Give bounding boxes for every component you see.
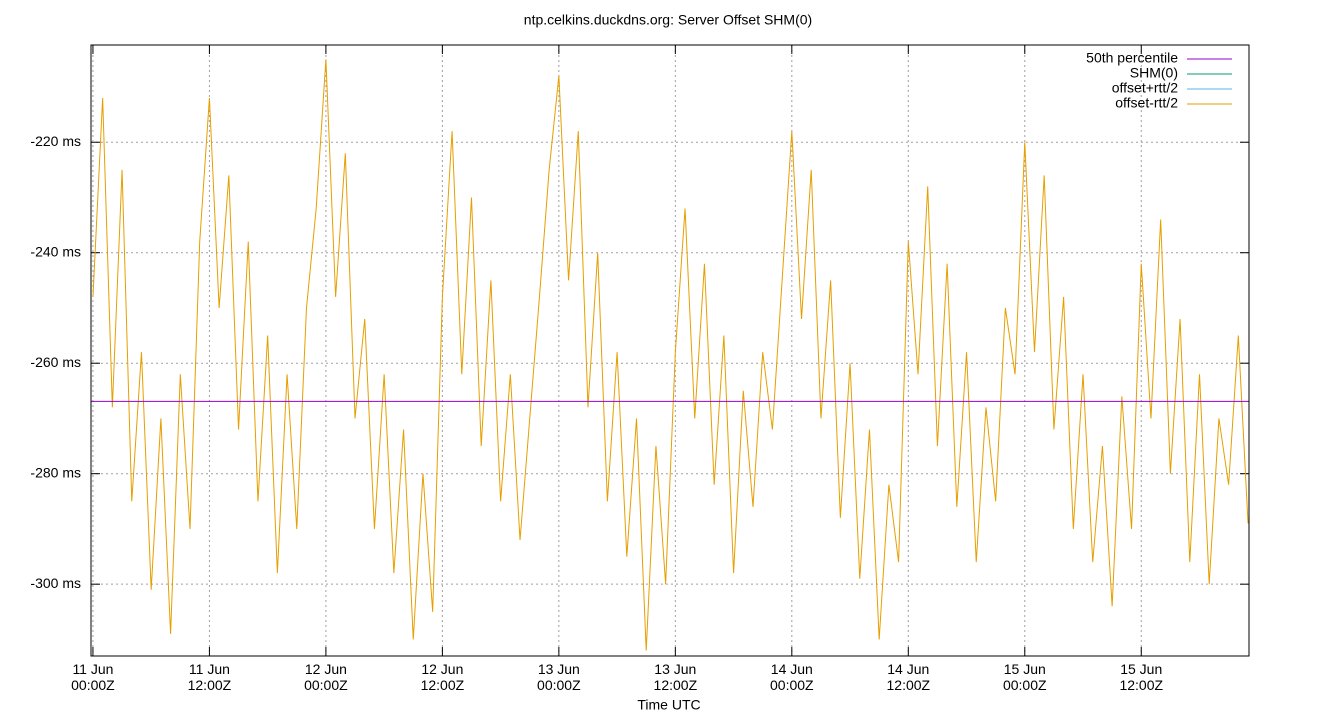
legend-label: offset-rtt/2 (1115, 95, 1178, 111)
series-line (92, 59, 1249, 651)
x-tick-label: 11 Jun 12:00Z (187, 661, 232, 693)
x-axis-label: Time UTC (637, 697, 700, 713)
y-tick-label: -220 ms (30, 133, 81, 149)
x-tick-label: 11 Jun 00:00Z (71, 661, 115, 693)
x-tick-label: 14 Jun 00:00Z (770, 661, 814, 693)
x-tick-label: 15 Jun 12:00Z (1119, 661, 1164, 693)
x-tick-label: 12 Jun 12:00Z (420, 661, 465, 693)
legend-label: 50th percentile (1086, 50, 1178, 66)
y-tick-label: -260 ms (30, 354, 81, 370)
x-tick-label: 12 Jun 00:00Z (304, 661, 348, 693)
legend-label: offset+rtt/2 (1112, 80, 1178, 96)
x-tick-label: 13 Jun 12:00Z (653, 661, 698, 693)
x-tick-label: 13 Jun 00:00Z (537, 661, 581, 693)
chart-title: ntp.celkins.duckdns.org: Server Offset S… (524, 12, 812, 28)
legend-label: SHM(0) (1130, 65, 1178, 81)
y-tick-label: -240 ms (30, 243, 81, 259)
y-tick-label: -300 ms (30, 575, 81, 591)
plot-frame (90, 44, 1250, 657)
x-tick-label: 14 Jun 12:00Z (886, 661, 931, 693)
y-tick-label: -280 ms (30, 464, 81, 480)
x-tick-label: 15 Jun 00:00Z (1002, 661, 1047, 693)
